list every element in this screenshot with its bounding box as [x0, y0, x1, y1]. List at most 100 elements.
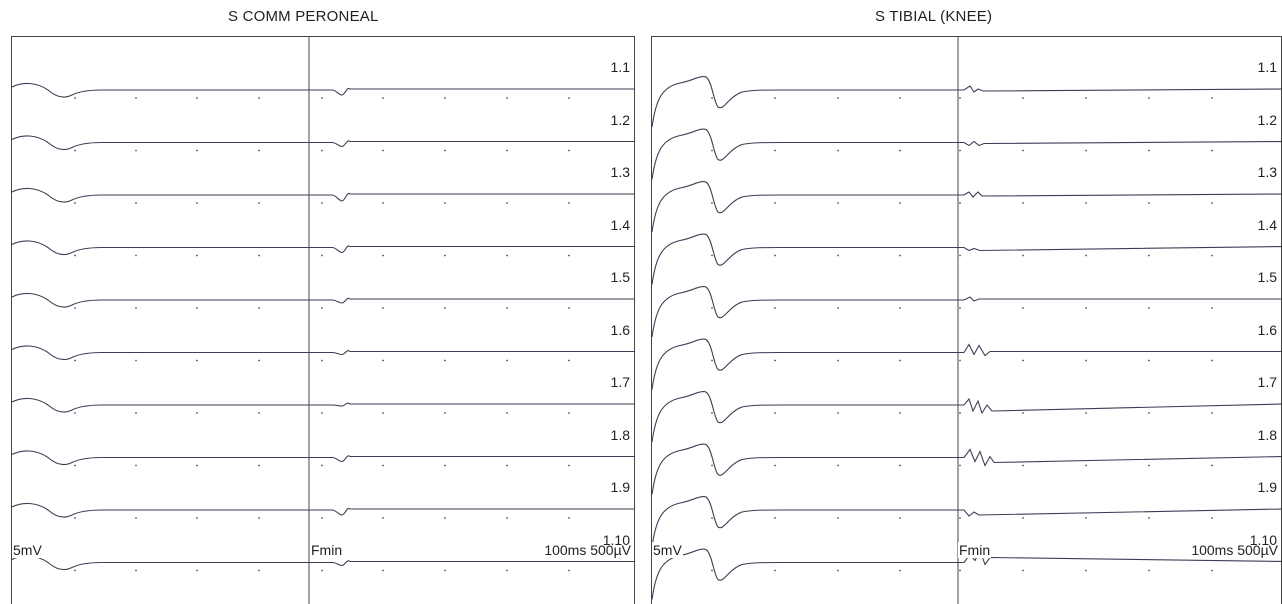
grid-dot — [899, 517, 901, 519]
waveform-trace — [652, 181, 1281, 233]
trace-label: 1.3 — [610, 164, 630, 180]
tibial-traces — [652, 37, 1281, 604]
tibial-panel: 5mV Fmin 100ms 500µV 1.1 1.2 1.3 1.4 1.5 1.6 1… — [651, 36, 1282, 604]
grid-dot — [837, 412, 839, 414]
grid-dot — [444, 307, 446, 309]
grid-dot — [959, 359, 961, 362]
right-fmin-marker: Fmin — [958, 542, 992, 558]
grid-dot — [1085, 97, 1087, 99]
grid-dot — [568, 202, 570, 204]
grid-dot — [568, 569, 570, 572]
grid-dot — [444, 464, 446, 467]
grid-dot — [1211, 412, 1213, 414]
grid-dot — [444, 202, 446, 204]
peroneal-panel: 5mV Fmin 100ms 500µV 1.1 1.2 1.3 1.4 1.5 1.6 1… — [11, 36, 635, 604]
grid-dot — [1022, 464, 1024, 467]
grid-dot — [444, 254, 446, 257]
grid-dot — [258, 97, 260, 99]
grid-dot — [568, 412, 570, 414]
trace-label: 1.9 — [610, 479, 630, 495]
grid-dot — [1148, 307, 1150, 309]
grid-dot — [1085, 464, 1087, 467]
grid-dot — [382, 517, 384, 519]
grid-dot — [774, 464, 776, 467]
grid-dot — [506, 412, 508, 414]
grid-dot — [1085, 569, 1087, 572]
grid-dot — [1022, 202, 1024, 204]
grid-dot — [258, 149, 260, 152]
grid-dot — [837, 517, 839, 519]
grid-dot — [837, 202, 839, 204]
grid-dot — [837, 254, 839, 257]
grid-dot — [135, 359, 137, 362]
grid-dot — [1148, 517, 1150, 519]
grid-dot — [711, 569, 713, 572]
grid-dot — [1148, 412, 1150, 414]
grid-dot — [899, 254, 901, 257]
grid-dot — [74, 412, 76, 414]
grid-dot — [74, 517, 76, 519]
grid-dot — [774, 149, 776, 152]
grid-dot — [258, 569, 260, 572]
grid-dot — [1085, 202, 1087, 204]
grid-dot — [321, 569, 323, 572]
grid-dot — [321, 149, 323, 152]
grid-dot — [1022, 517, 1024, 519]
grid-dot — [899, 307, 901, 309]
grid-dot — [135, 149, 137, 152]
trace-label: 1.1 — [610, 59, 630, 75]
trace-label: 1.2 — [610, 111, 630, 128]
grid-dot — [899, 149, 901, 152]
grid-dot — [1022, 149, 1024, 152]
grid-dot — [321, 97, 323, 99]
grid-dot — [711, 464, 713, 467]
grid-dot — [959, 307, 961, 309]
grid-dot — [1148, 464, 1150, 467]
trace-label: 1.10 — [602, 531, 630, 548]
grid-dot — [774, 202, 776, 204]
grid-dot — [196, 202, 198, 204]
grid-dot — [711, 97, 713, 99]
grid-dot — [444, 149, 446, 152]
grid-dot — [837, 97, 839, 99]
grid-dot — [1085, 307, 1087, 309]
grid-dot — [1211, 149, 1213, 152]
trace-label: 1.5 — [610, 269, 630, 285]
trace-label: 1.7 — [1257, 374, 1277, 390]
grid-dot — [382, 412, 384, 414]
grid-dot — [382, 569, 384, 572]
grid-dot — [1211, 254, 1213, 257]
grid-dot — [774, 254, 776, 257]
grid-dot — [959, 412, 961, 414]
grid-dot — [506, 307, 508, 309]
grid-dot — [196, 97, 198, 99]
grid-dot — [1022, 97, 1024, 99]
waveform-trace — [652, 496, 1281, 548]
trace-label: 1.4 — [1257, 216, 1277, 233]
waveform-trace — [12, 292, 634, 308]
waveform-trace — [652, 286, 1281, 338]
grid-dot — [1022, 254, 1024, 257]
trace-label: 1.8 — [1257, 426, 1277, 443]
grid-dot — [135, 97, 137, 99]
grid-dot — [774, 517, 776, 519]
grid-dot — [1085, 359, 1087, 362]
trace-label: 1.10 — [1249, 531, 1277, 548]
grid-dot — [382, 149, 384, 152]
grid-dot — [899, 202, 901, 204]
grid-dot — [959, 464, 961, 467]
grid-dot — [711, 517, 713, 519]
grid-dot — [321, 202, 323, 204]
grid-dot — [135, 254, 137, 257]
waveform-trace — [12, 502, 634, 518]
grid-dot — [196, 569, 198, 572]
grid-dot — [837, 464, 839, 467]
grid-dot — [135, 517, 137, 519]
waveform-trace — [652, 391, 1281, 443]
trace-label: 1.2 — [1257, 111, 1277, 128]
grid-dot — [568, 307, 570, 309]
left-fmin-marker: Fmin — [310, 542, 344, 558]
grid-dot — [506, 517, 508, 519]
grid-dot — [506, 202, 508, 204]
grid-dot — [196, 412, 198, 414]
